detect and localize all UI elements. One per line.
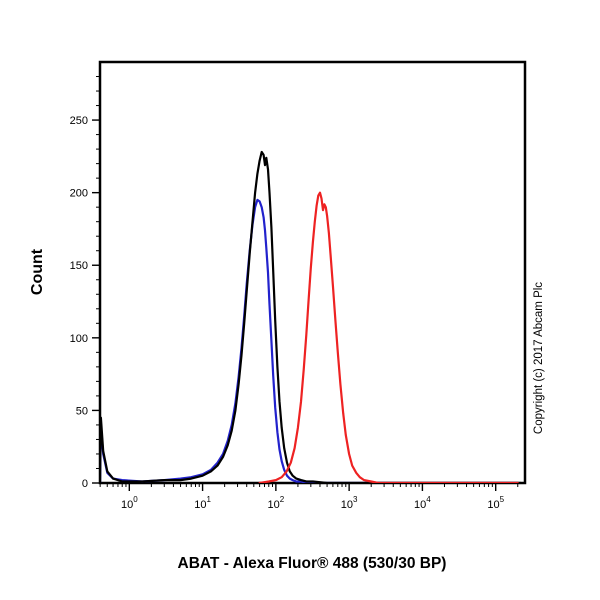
x-tick-label: 101 [194, 495, 211, 511]
series-ABAT-red [258, 191, 519, 483]
series-isotype-control-blue [100, 198, 519, 483]
y-tick-label: 100 [70, 333, 88, 345]
x-tick-label: 105 [487, 495, 504, 511]
y-tick-label: 150 [70, 260, 88, 272]
y-tick-label: 200 [70, 188, 88, 200]
y-tick-label: 50 [76, 405, 88, 417]
plot-frame [98, 60, 527, 485]
copyright-text: Copyright (c) 2017 Abcam Plc [533, 282, 545, 434]
x-tick-label: 104 [414, 495, 431, 511]
curves [100, 150, 522, 483]
x-tick-label: 100 [121, 495, 138, 511]
y-tick-label: 0 [82, 478, 88, 490]
x-axis-title: ABAT - Alexa Fluor® 488 (530/30 BP) [178, 555, 447, 572]
x-tick-label: 103 [341, 495, 358, 511]
y-tick-label: 250 [70, 115, 88, 127]
series-unlabelled-control-black [100, 150, 522, 483]
axes: 0 50 100 150 200 250 100 101 102 103 104 105 [70, 60, 527, 511]
y-axis-title: Count [29, 248, 46, 295]
x-tick-label: 102 [268, 495, 285, 511]
